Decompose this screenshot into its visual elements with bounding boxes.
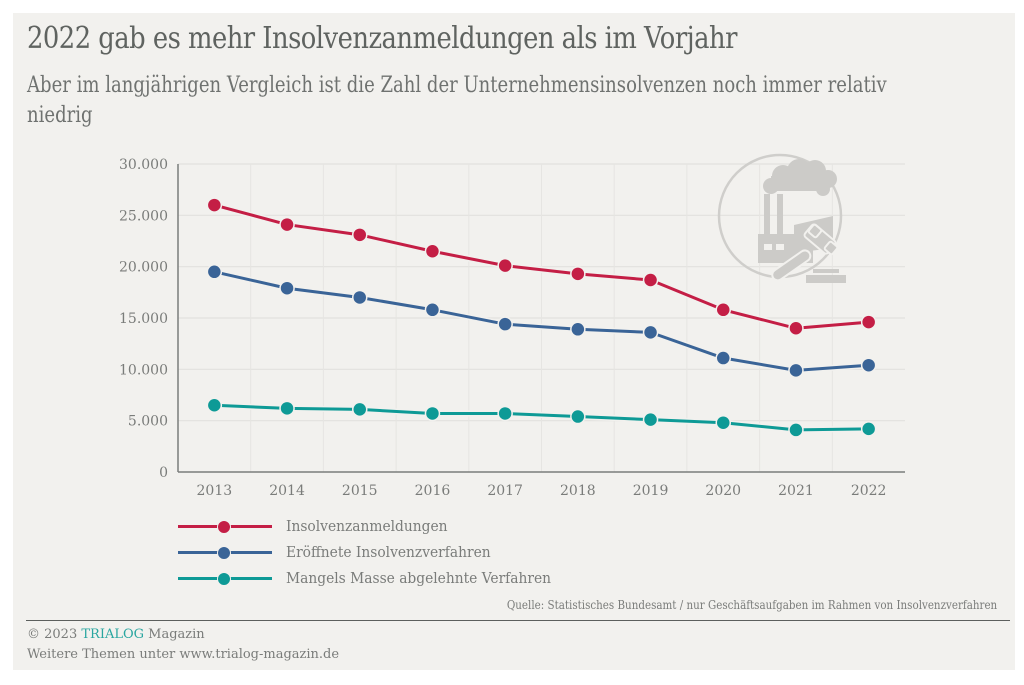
legend-item-insolvenzanmeldungen: Insolvenzanmeldungen [178,513,574,539]
x-tick-label: 2014 [269,483,305,499]
x-tick-label: 2013 [197,483,233,499]
copyright: © 2023 TRIALOG Magazin [27,627,205,642]
x-tick-label: 2020 [705,483,741,499]
x-tick-label: 2021 [778,483,814,499]
data-point [860,357,877,373]
data-point [206,264,223,280]
y-tick-label: 5.000 [128,414,168,430]
legend-label: Insolvenzanmeldungen [286,517,448,535]
data-point [352,289,368,306]
data-point [497,316,513,332]
series-3 [206,397,877,438]
divider [26,620,1010,621]
data-point [206,397,223,414]
data-point [788,320,804,337]
data-point [279,400,295,417]
series-layer [206,197,877,438]
data-point [715,302,731,318]
x-tick-label: 2018 [560,483,596,499]
y-tick-label: 20.000 [119,260,168,276]
axes [177,164,905,473]
data-point [424,243,441,260]
data-point [424,302,441,318]
x-tick-label: 2016 [415,483,451,499]
data-point [424,405,441,422]
infographic-card: 2022 gab es mehr Insolvenzanmeldungen al… [13,13,1015,670]
data-point [788,362,804,379]
y-tick-label: 10.000 [119,362,168,378]
data-point [788,422,804,438]
legend-label: Mangels Masse abgelehnte Verfahren [286,569,552,587]
data-point [352,227,368,243]
legend-item-mangels-masse: Mangels Masse abgelehnte Verfahren [178,565,574,591]
data-point [279,280,295,296]
legend-swatch-teal [178,571,272,586]
data-point [715,350,731,366]
legend-label: Eröffnete Insolvenzverfahren [286,543,491,561]
chart-subtitle: Aber im langjährigen Vergleich ist die Z… [27,73,887,128]
more-topics-link[interactable]: Weitere Themen unter www.trialog-magazin… [27,647,340,662]
factory-gavel-icon [717,153,846,283]
copyright-prefix: © 2023 [27,627,82,642]
line-chart: 0 5.000 10.000 15.000 20.000 25.000 30.000 201… [119,153,905,499]
y-tick-label: 30.000 [119,157,168,173]
y-axis-labels: 0 5.000 10.000 15.000 20.000 25.000 30.000 [119,157,168,481]
series-line [213,203,869,330]
data-point [642,272,659,288]
x-axis-labels: 2013 2014 2015 2016 2017 2018 2019 2020 2021 2022 [197,483,887,499]
data-point [860,421,877,437]
y-tick-label: 15.000 [119,311,168,327]
series-2 [206,264,877,379]
x-tick-label: 2017 [487,483,523,499]
x-tick-label: 2015 [342,483,378,499]
data-point [352,401,368,418]
data-point [206,197,223,213]
data-point [570,321,586,338]
data-point [497,405,513,422]
source-note: Quelle: Statistisches Bundesamt / nur Ge… [506,598,997,612]
x-tick-label: 2022 [851,483,887,499]
data-point [642,324,659,341]
data-point [860,314,877,330]
data-point [570,266,586,282]
y-tick-label: 0 [159,465,168,481]
chart-title: 2022 gab es mehr Insolvenzanmeldungen al… [27,21,737,56]
data-point [279,216,295,233]
data-point [570,408,586,425]
legend-swatch-red [178,519,272,534]
legend-swatch-blue [178,545,272,560]
legend: Insolvenzanmeldungen Eröffnete Insolvenz… [178,513,574,591]
data-point [497,257,513,274]
x-tick-label: 2019 [633,483,669,499]
y-tick-label: 25.000 [119,208,168,224]
series-line [214,403,869,432]
data-point [642,411,659,428]
series-line [214,270,869,372]
brand-name: TRIALOG [81,627,145,642]
series-1 [206,197,877,337]
data-point [715,414,731,431]
copyright-suffix: Magazin [144,627,205,642]
legend-item-eroeffnete: Eröffnete Insolvenzverfahren [178,539,574,565]
